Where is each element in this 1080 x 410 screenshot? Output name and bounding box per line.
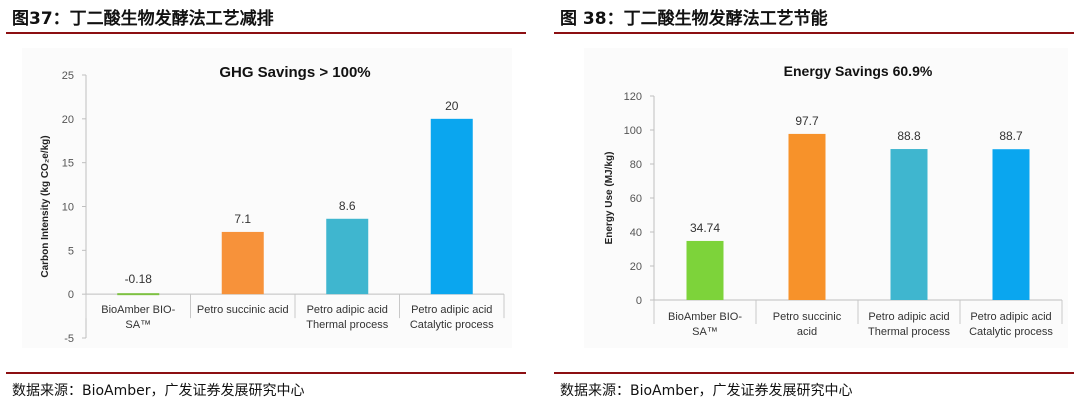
y-tick-label: 40 [630,227,642,239]
data-label: 88.7 [999,129,1023,143]
bar [890,149,928,300]
figure-37-panel: 图37：丁二酸生物发酵法工艺减排 GHG Savings > 100% -5 0 5 1… [0,0,530,410]
y-tick-label: 20 [630,261,642,273]
y-tick-label: 0 [68,289,74,301]
category-label: SA™ [692,326,718,338]
bar [686,240,724,300]
figure-title: 图 38：丁二酸生物发酵法工艺节能 [560,9,828,29]
category-label: Petro adipic acid [970,311,1051,323]
category-label: SA™ [125,319,151,331]
ghg-savings-chart: GHG Savings > 100% -5 0 5 10 15 20 25 Carbon Int… [22,48,512,348]
chart-title: GHG Savings > 100% [219,64,370,81]
category-label: BioAmber BIO- [668,311,742,323]
source-note: 数据来源：BioAmber，广发证券发展研究中心 [12,383,305,399]
energy-savings-chart: Energy Savings 60.9% 0 20 40 60 80 100 120 Energ… [584,48,1068,348]
data-label: 88.8 [897,129,921,143]
category-label: BioAmber BIO- [101,304,175,316]
data-label: 34.74 [690,221,720,235]
y-tick-label: 20 [62,114,74,126]
category-label: Thermal process [306,319,388,331]
bar [992,149,1030,300]
data-label: 7.1 [234,212,251,226]
bar [326,218,369,295]
bar [788,133,826,300]
data-label: -0.18 [125,272,153,286]
title-rule [554,32,1074,34]
figure-title: 图37：丁二酸生物发酵法工艺减排 [12,9,274,29]
source-rule [554,372,1074,374]
y-tick-label: 0 [636,295,642,307]
source-note: 数据来源：BioAmber，广发证券发展研究中心 [560,383,853,399]
data-label: 8.6 [339,199,356,213]
category-label: Petro adipic acid [868,311,949,323]
title-rule [6,32,526,34]
y-tick-label: 15 [62,158,74,170]
bar [117,293,160,296]
y-tick-label: 10 [62,202,74,214]
data-label: 20 [445,99,459,113]
category-label: Catalytic process [969,326,1053,338]
figure-38-panel: 图 38：丁二酸生物发酵法工艺节能 Energy Savings 60.9% 0 2… [548,0,1080,410]
y-axis-label: Carbon Intensity (kg CO₂e/kg) [40,135,51,277]
bar [430,118,473,295]
data-label: 97.7 [795,114,819,128]
y-tick-label: 25 [62,70,74,82]
y-tick-label: -5 [64,333,74,345]
category-label: Petro succinic acid [197,304,289,316]
category-label: Petro succinic [773,311,842,323]
bar [221,231,264,295]
y-tick-label: 80 [630,159,642,171]
y-tick-label: 60 [630,193,642,205]
category-label: Petro adipic acid [307,304,388,316]
y-tick-label: 5 [68,245,74,257]
category-label: Petro adipic acid [411,304,492,316]
y-tick-label: 120 [624,91,642,103]
y-axis-label: Energy Use (MJ/kg) [604,152,615,245]
category-label: acid [797,326,817,338]
y-tick-label: 100 [624,125,642,137]
chart-title: Energy Savings 60.9% [784,63,933,79]
category-label: Catalytic process [410,319,494,331]
chart-background [584,48,1068,348]
chart-background [22,48,512,348]
category-label: Thermal process [868,326,950,338]
source-rule [6,372,526,374]
